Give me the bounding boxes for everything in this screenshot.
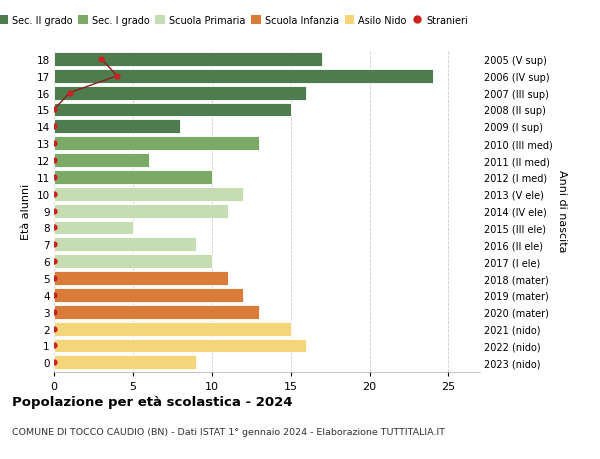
Bar	[54, 322, 290, 336]
Bar	[54, 272, 227, 285]
Bar	[54, 339, 307, 353]
Bar	[54, 86, 307, 100]
Bar	[54, 356, 196, 369]
Bar	[54, 70, 433, 84]
Bar	[54, 187, 244, 201]
Bar	[54, 204, 227, 218]
Bar	[54, 154, 149, 168]
Y-axis label: Anni di nascita: Anni di nascita	[557, 170, 567, 252]
Bar	[54, 137, 259, 151]
Legend: Sec. II grado, Sec. I grado, Scuola Primaria, Scuola Infanzia, Asilo Nido, Stran: Sec. II grado, Sec. I grado, Scuola Prim…	[0, 12, 472, 30]
Bar	[54, 255, 212, 269]
Bar	[54, 53, 322, 67]
Text: COMUNE DI TOCCO CAUDIO (BN) - Dati ISTAT 1° gennaio 2024 - Elaborazione TUTTITAL: COMUNE DI TOCCO CAUDIO (BN) - Dati ISTAT…	[12, 427, 445, 436]
Bar	[54, 120, 180, 134]
Bar	[54, 103, 290, 117]
Y-axis label: Età alunni: Età alunni	[21, 183, 31, 239]
Text: Popolazione per età scolastica - 2024: Popolazione per età scolastica - 2024	[12, 395, 293, 408]
Bar	[54, 221, 133, 235]
Bar	[54, 305, 259, 319]
Bar	[54, 171, 212, 185]
Bar	[54, 238, 196, 252]
Bar	[54, 288, 244, 302]
